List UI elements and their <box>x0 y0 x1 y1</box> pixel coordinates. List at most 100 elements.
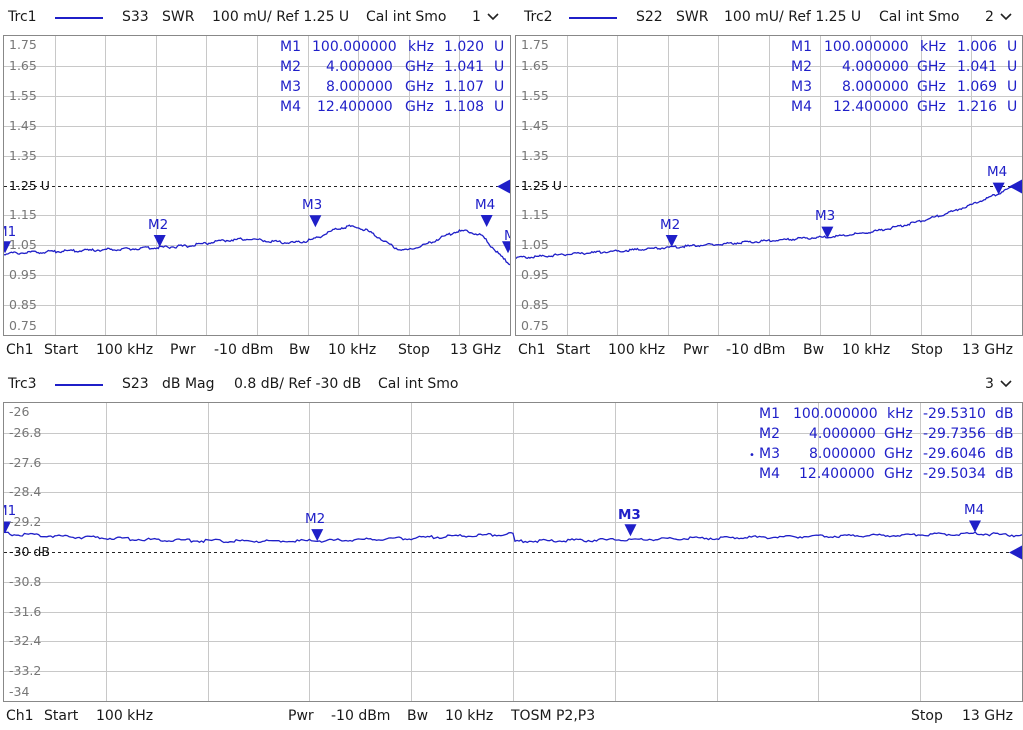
footer-power-label[interactable]: Pwr <box>170 342 196 358</box>
trc1-marker-label[interactable]: M1 <box>4 224 17 240</box>
trc3-m1-stim: 100.000000 <box>793 406 878 422</box>
trc1-m3-unit: GHz <box>405 79 434 95</box>
footer-stop-label[interactable]: Stop <box>911 342 943 358</box>
trc1-m3-stim: 8.000000 <box>326 79 393 95</box>
trc1-header[interactable]: Trc1 S33 SWR 100 mU/ Ref 1.25 U Cal int … <box>0 6 512 28</box>
trc1-m4-stim: 12.400000 <box>317 99 393 115</box>
trc1-diagram[interactable]: M1 100.000000 kHz 1.020 U M2 4.000000 GH… <box>3 35 511 336</box>
footer-channel[interactable]: Ch1 <box>518 342 546 358</box>
trc1-m1-stim: 100.000000 <box>312 39 397 55</box>
trc3-m3-unit: GHz <box>884 446 913 462</box>
trc2-scale[interactable]: 100 mU/ Ref 1.25 U <box>724 9 862 25</box>
trc3-m1-marker <box>4 521 11 534</box>
trc3-channel-footer[interactable]: Ch1 Start 100 kHz Pwr -10 dBm Bw 10 kHz … <box>0 705 1023 727</box>
footer-power-value[interactable]: -10 dBm <box>726 342 786 358</box>
trc3-y-tick: -27.6 <box>9 455 42 470</box>
trc1-y-tick: 0.95 <box>9 267 37 282</box>
footer-bw-value[interactable]: 10 kHz <box>842 342 891 358</box>
trc2-m3-vu: U <box>1007 79 1018 95</box>
trc3-m3-val: -29.6046 <box>923 446 986 462</box>
trc3-diagram[interactable]: M1 100.000000 kHz -29.5310 dB M2 4.00000… <box>3 402 1023 702</box>
trc1-legend-line <box>55 17 103 19</box>
footer-start-label[interactable]: Start <box>556 342 591 358</box>
trc2-plot[interactable] <box>516 36 1022 335</box>
trc2-param[interactable]: S22 <box>636 9 663 25</box>
trc2-marker-label[interactable]: M3 <box>815 208 836 224</box>
trc3-m4-val: -29.5034 <box>923 466 986 482</box>
trc2-m1-unit: kHz <box>920 39 946 55</box>
trc3-marker-label[interactable]: M3 <box>618 507 641 523</box>
footer-stop-value[interactable]: 13 GHz <box>962 342 1013 358</box>
trc2-legend-line <box>569 17 617 19</box>
trc1-scale[interactable]: 100 mU/ Ref 1.25 U <box>212 9 350 25</box>
trc3-y-tick: -29.2 <box>9 514 42 529</box>
footer-bw-label[interactable]: Bw <box>289 342 311 358</box>
trc3-name[interactable]: Trc3 <box>8 376 37 392</box>
trc3-y-tick: -33.2 <box>9 663 42 678</box>
footer-start-value[interactable]: 100 kHz <box>96 342 154 358</box>
trc1-marker-label[interactable]: M4 <box>475 197 496 213</box>
chevron-down-icon[interactable] <box>486 6 500 35</box>
footer-bw-label[interactable]: Bw <box>803 342 825 358</box>
footer-power-label[interactable]: Pwr <box>288 708 314 724</box>
footer-bw-label[interactable]: Bw <box>407 708 429 724</box>
trc2-name[interactable]: Trc2 <box>524 9 553 25</box>
trc1-marker-label[interactable]: M1 <box>504 228 510 244</box>
footer-start-label[interactable]: Start <box>44 342 79 358</box>
trc1-marker-label[interactable]: M3 <box>302 197 323 213</box>
trc3-y-tick: -30 dB <box>9 544 50 559</box>
footer-stop-label[interactable]: Stop <box>398 342 430 358</box>
trc3-scale[interactable]: 0.8 dB/ Ref -30 dB <box>234 376 362 392</box>
trc1-name[interactable]: Trc1 <box>8 9 37 25</box>
footer-channel[interactable]: Ch1 <box>6 708 34 724</box>
trc3-m1-unit: kHz <box>887 406 913 422</box>
trc2-cal[interactable]: Cal int Smo <box>879 9 960 25</box>
trc2-marker-label[interactable]: M2 <box>660 217 681 233</box>
footer-power-value[interactable]: -10 dBm <box>214 342 274 358</box>
trc1-m4-unit: GHz <box>405 99 434 115</box>
footer-stop-value[interactable]: 13 GHz <box>962 708 1013 724</box>
chevron-down-icon[interactable] <box>999 6 1013 35</box>
trc3-header[interactable]: Trc3 S23 dB Mag 0.8 dB/ Ref -30 dB Cal i… <box>0 373 1023 395</box>
footer-power-label[interactable]: Pwr <box>683 342 709 358</box>
footer-bw-value[interactable]: 10 kHz <box>445 708 494 724</box>
chevron-down-icon[interactable] <box>999 373 1013 402</box>
trc2-m3-val: 1.069 <box>957 79 998 95</box>
trc1-m1-end-marker <box>502 241 510 254</box>
trc1-plot[interactable] <box>4 36 510 335</box>
trc2-m2-vu: U <box>1007 59 1018 75</box>
trc2-format[interactable]: SWR <box>676 9 709 25</box>
footer-stop-value[interactable]: 13 GHz <box>450 342 501 358</box>
trc3-cal[interactable]: Cal int Smo <box>378 376 459 392</box>
footer-power-value[interactable]: -10 dBm <box>331 708 391 724</box>
footer-bw-value[interactable]: 10 kHz <box>328 342 377 358</box>
trc2-diagram[interactable]: M1 100.000000 kHz 1.006 U M2 4.000000 GH… <box>515 35 1023 336</box>
trc3-marker-label[interactable]: M4 <box>964 502 985 518</box>
footer-cal-value[interactable]: TOSM P2,P3 <box>511 708 596 724</box>
trc3-m4-marker <box>969 520 982 533</box>
trc3-m2-name: M2 <box>759 426 780 442</box>
trc3-plot[interactable] <box>4 403 1022 701</box>
footer-channel[interactable]: Ch1 <box>6 342 34 358</box>
trc2-y-tick: 1.15 <box>521 207 549 222</box>
footer-stop-label[interactable]: Stop <box>911 708 943 724</box>
trc1-marker-label[interactable]: M2 <box>148 217 169 233</box>
trc2-channel-footer[interactable]: Ch1 Start 100 kHz Pwr -10 dBm Bw 10 kHz … <box>512 339 1023 361</box>
trc2-m2-name: M2 <box>791 59 812 75</box>
trc3-format[interactable]: dB Mag <box>162 376 215 392</box>
trc3-y-tick: -28.4 <box>9 484 42 499</box>
trc2-header[interactable]: Trc2 S22 SWR 100 mU/ Ref 1.25 U Cal int … <box>512 6 1023 28</box>
trc3-param[interactable]: S23 <box>122 376 149 392</box>
trc1-format[interactable]: SWR <box>162 9 195 25</box>
footer-start-label[interactable]: Start <box>44 708 79 724</box>
trc2-y-tick: 0.95 <box>521 267 549 282</box>
footer-start-value[interactable]: 100 kHz <box>96 708 154 724</box>
trc2-marker-label[interactable]: M4 <box>987 164 1008 180</box>
trc3-marker-label[interactable]: M2 <box>305 511 326 527</box>
footer-start-value[interactable]: 100 kHz <box>608 342 666 358</box>
trc1-channel-footer[interactable]: Ch1 Start 100 kHz Pwr -10 dBm Bw 10 kHz … <box>0 339 512 361</box>
trc3-m1-name: M1 <box>759 406 780 422</box>
trc1-cal[interactable]: Cal int Smo <box>366 9 447 25</box>
trc3-marker-label[interactable]: M1 <box>4 503 17 519</box>
trc1-param[interactable]: S33 <box>122 9 149 25</box>
